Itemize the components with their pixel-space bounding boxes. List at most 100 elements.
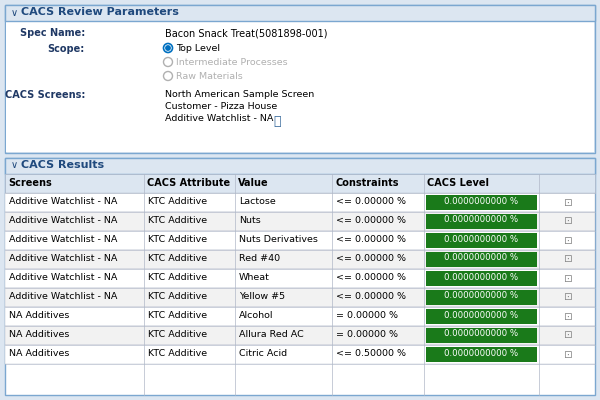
Text: CACS Level: CACS Level xyxy=(427,178,489,188)
Text: <= 0.00000 %: <= 0.00000 % xyxy=(337,273,406,282)
Text: = 0.00000 %: = 0.00000 % xyxy=(337,330,398,339)
Text: Lactose: Lactose xyxy=(239,197,276,206)
Bar xyxy=(426,347,537,362)
Text: Scope:: Scope: xyxy=(48,44,85,54)
Text: KTC Additive: KTC Additive xyxy=(148,311,207,320)
Bar xyxy=(6,21,594,152)
Text: 0.0000000000 %: 0.0000000000 % xyxy=(445,348,518,358)
Text: <= 0.00000 %: <= 0.00000 % xyxy=(337,197,406,206)
Text: <= 0.00000 %: <= 0.00000 % xyxy=(337,235,406,244)
Bar xyxy=(5,212,595,231)
Bar xyxy=(5,193,595,212)
Bar xyxy=(5,158,595,174)
Bar xyxy=(5,5,595,21)
Text: <= 0.00000 %: <= 0.00000 % xyxy=(337,216,406,225)
Bar xyxy=(426,252,537,267)
Text: 0.0000000000 %: 0.0000000000 % xyxy=(445,196,518,206)
Text: Spec Name:: Spec Name: xyxy=(20,28,85,38)
Text: Constraints: Constraints xyxy=(335,178,399,188)
Text: KTC Additive: KTC Additive xyxy=(148,197,207,206)
Text: ⊡: ⊡ xyxy=(563,216,571,226)
Text: Additive Watchlist - NA: Additive Watchlist - NA xyxy=(9,273,118,282)
Bar xyxy=(5,326,595,345)
Bar xyxy=(5,5,595,153)
Text: North American Sample Screen: North American Sample Screen xyxy=(165,90,314,99)
Circle shape xyxy=(166,46,170,50)
Bar xyxy=(5,174,595,193)
Text: CACS Results: CACS Results xyxy=(21,160,104,170)
Text: Nuts Derivatives: Nuts Derivatives xyxy=(239,235,318,244)
Text: Yellow #5: Yellow #5 xyxy=(239,292,285,301)
Text: KTC Additive: KTC Additive xyxy=(148,349,207,358)
Bar xyxy=(5,158,595,395)
Bar xyxy=(5,345,595,364)
Text: Wheat: Wheat xyxy=(239,273,270,282)
Text: NA Additives: NA Additives xyxy=(9,349,70,358)
Text: Additive Watchlist - NA: Additive Watchlist - NA xyxy=(9,216,118,225)
Bar xyxy=(426,214,537,229)
Text: NA Additives: NA Additives xyxy=(9,311,70,320)
Text: 0.0000000000 %: 0.0000000000 % xyxy=(445,216,518,224)
Bar xyxy=(426,271,537,286)
Text: <= 0.50000 %: <= 0.50000 % xyxy=(337,349,406,358)
Bar xyxy=(5,231,595,250)
Text: CACS Review Parameters: CACS Review Parameters xyxy=(21,7,179,17)
Bar xyxy=(5,288,595,307)
Text: 0.0000000000 %: 0.0000000000 % xyxy=(445,234,518,244)
Text: <= 0.00000 %: <= 0.00000 % xyxy=(337,292,406,301)
Text: Raw Materials: Raw Materials xyxy=(176,72,243,81)
Bar xyxy=(5,269,595,288)
Text: ⊡: ⊡ xyxy=(563,198,571,208)
Bar xyxy=(426,290,537,305)
Text: ⊡: ⊡ xyxy=(563,330,571,340)
Text: ⊡: ⊡ xyxy=(563,236,571,246)
Text: Additive Watchlist - NA: Additive Watchlist - NA xyxy=(165,114,274,123)
Text: 0.0000000000 %: 0.0000000000 % xyxy=(445,330,518,338)
Text: Top Level: Top Level xyxy=(176,44,220,53)
Bar xyxy=(426,309,537,324)
Text: ⊡: ⊡ xyxy=(563,274,571,284)
Text: Allura Red AC: Allura Red AC xyxy=(239,330,304,339)
Text: NA Additives: NA Additives xyxy=(9,330,70,339)
Text: ⌕: ⌕ xyxy=(273,115,281,128)
Text: ⊡: ⊡ xyxy=(563,292,571,302)
Text: KTC Additive: KTC Additive xyxy=(148,330,207,339)
Text: 0.0000000000 %: 0.0000000000 % xyxy=(445,254,518,262)
Text: ⊡: ⊡ xyxy=(563,350,571,360)
Text: ⊡: ⊡ xyxy=(563,254,571,264)
Bar xyxy=(5,307,595,326)
Bar xyxy=(426,328,537,343)
Text: KTC Additive: KTC Additive xyxy=(148,273,207,282)
Text: KTC Additive: KTC Additive xyxy=(148,235,207,244)
Bar xyxy=(5,250,595,269)
Text: = 0.00000 %: = 0.00000 % xyxy=(337,311,398,320)
Text: Alcohol: Alcohol xyxy=(239,311,274,320)
Text: Additive Watchlist - NA: Additive Watchlist - NA xyxy=(9,292,118,301)
Text: 0.0000000000 %: 0.0000000000 % xyxy=(445,310,518,320)
Circle shape xyxy=(163,72,173,80)
Text: Customer - Pizza House: Customer - Pizza House xyxy=(165,102,277,111)
Text: Additive Watchlist - NA: Additive Watchlist - NA xyxy=(9,197,118,206)
Text: 0.0000000000 %: 0.0000000000 % xyxy=(445,272,518,282)
Text: Screens: Screens xyxy=(8,178,52,188)
Circle shape xyxy=(163,58,173,66)
Text: CACS Attribute: CACS Attribute xyxy=(146,178,230,188)
Text: Additive Watchlist - NA: Additive Watchlist - NA xyxy=(9,254,118,263)
Text: 0.0000000000 %: 0.0000000000 % xyxy=(445,292,518,300)
Text: <= 0.00000 %: <= 0.00000 % xyxy=(337,254,406,263)
Text: CACS Screens:: CACS Screens: xyxy=(5,90,85,100)
Text: ∨: ∨ xyxy=(11,160,18,170)
Text: Additive Watchlist - NA: Additive Watchlist - NA xyxy=(9,235,118,244)
Bar xyxy=(426,233,537,248)
Text: ∨: ∨ xyxy=(11,8,18,18)
Text: Citric Acid: Citric Acid xyxy=(239,349,287,358)
Text: Intermediate Processes: Intermediate Processes xyxy=(176,58,287,67)
Text: Nuts: Nuts xyxy=(239,216,261,225)
Text: KTC Additive: KTC Additive xyxy=(148,292,207,301)
Text: Bacon Snack Treat(5081898-001): Bacon Snack Treat(5081898-001) xyxy=(165,28,328,38)
Circle shape xyxy=(163,44,173,52)
Bar xyxy=(426,195,537,210)
Text: KTC Additive: KTC Additive xyxy=(148,254,207,263)
Text: ⊡: ⊡ xyxy=(563,312,571,322)
Text: Red #40: Red #40 xyxy=(239,254,280,263)
